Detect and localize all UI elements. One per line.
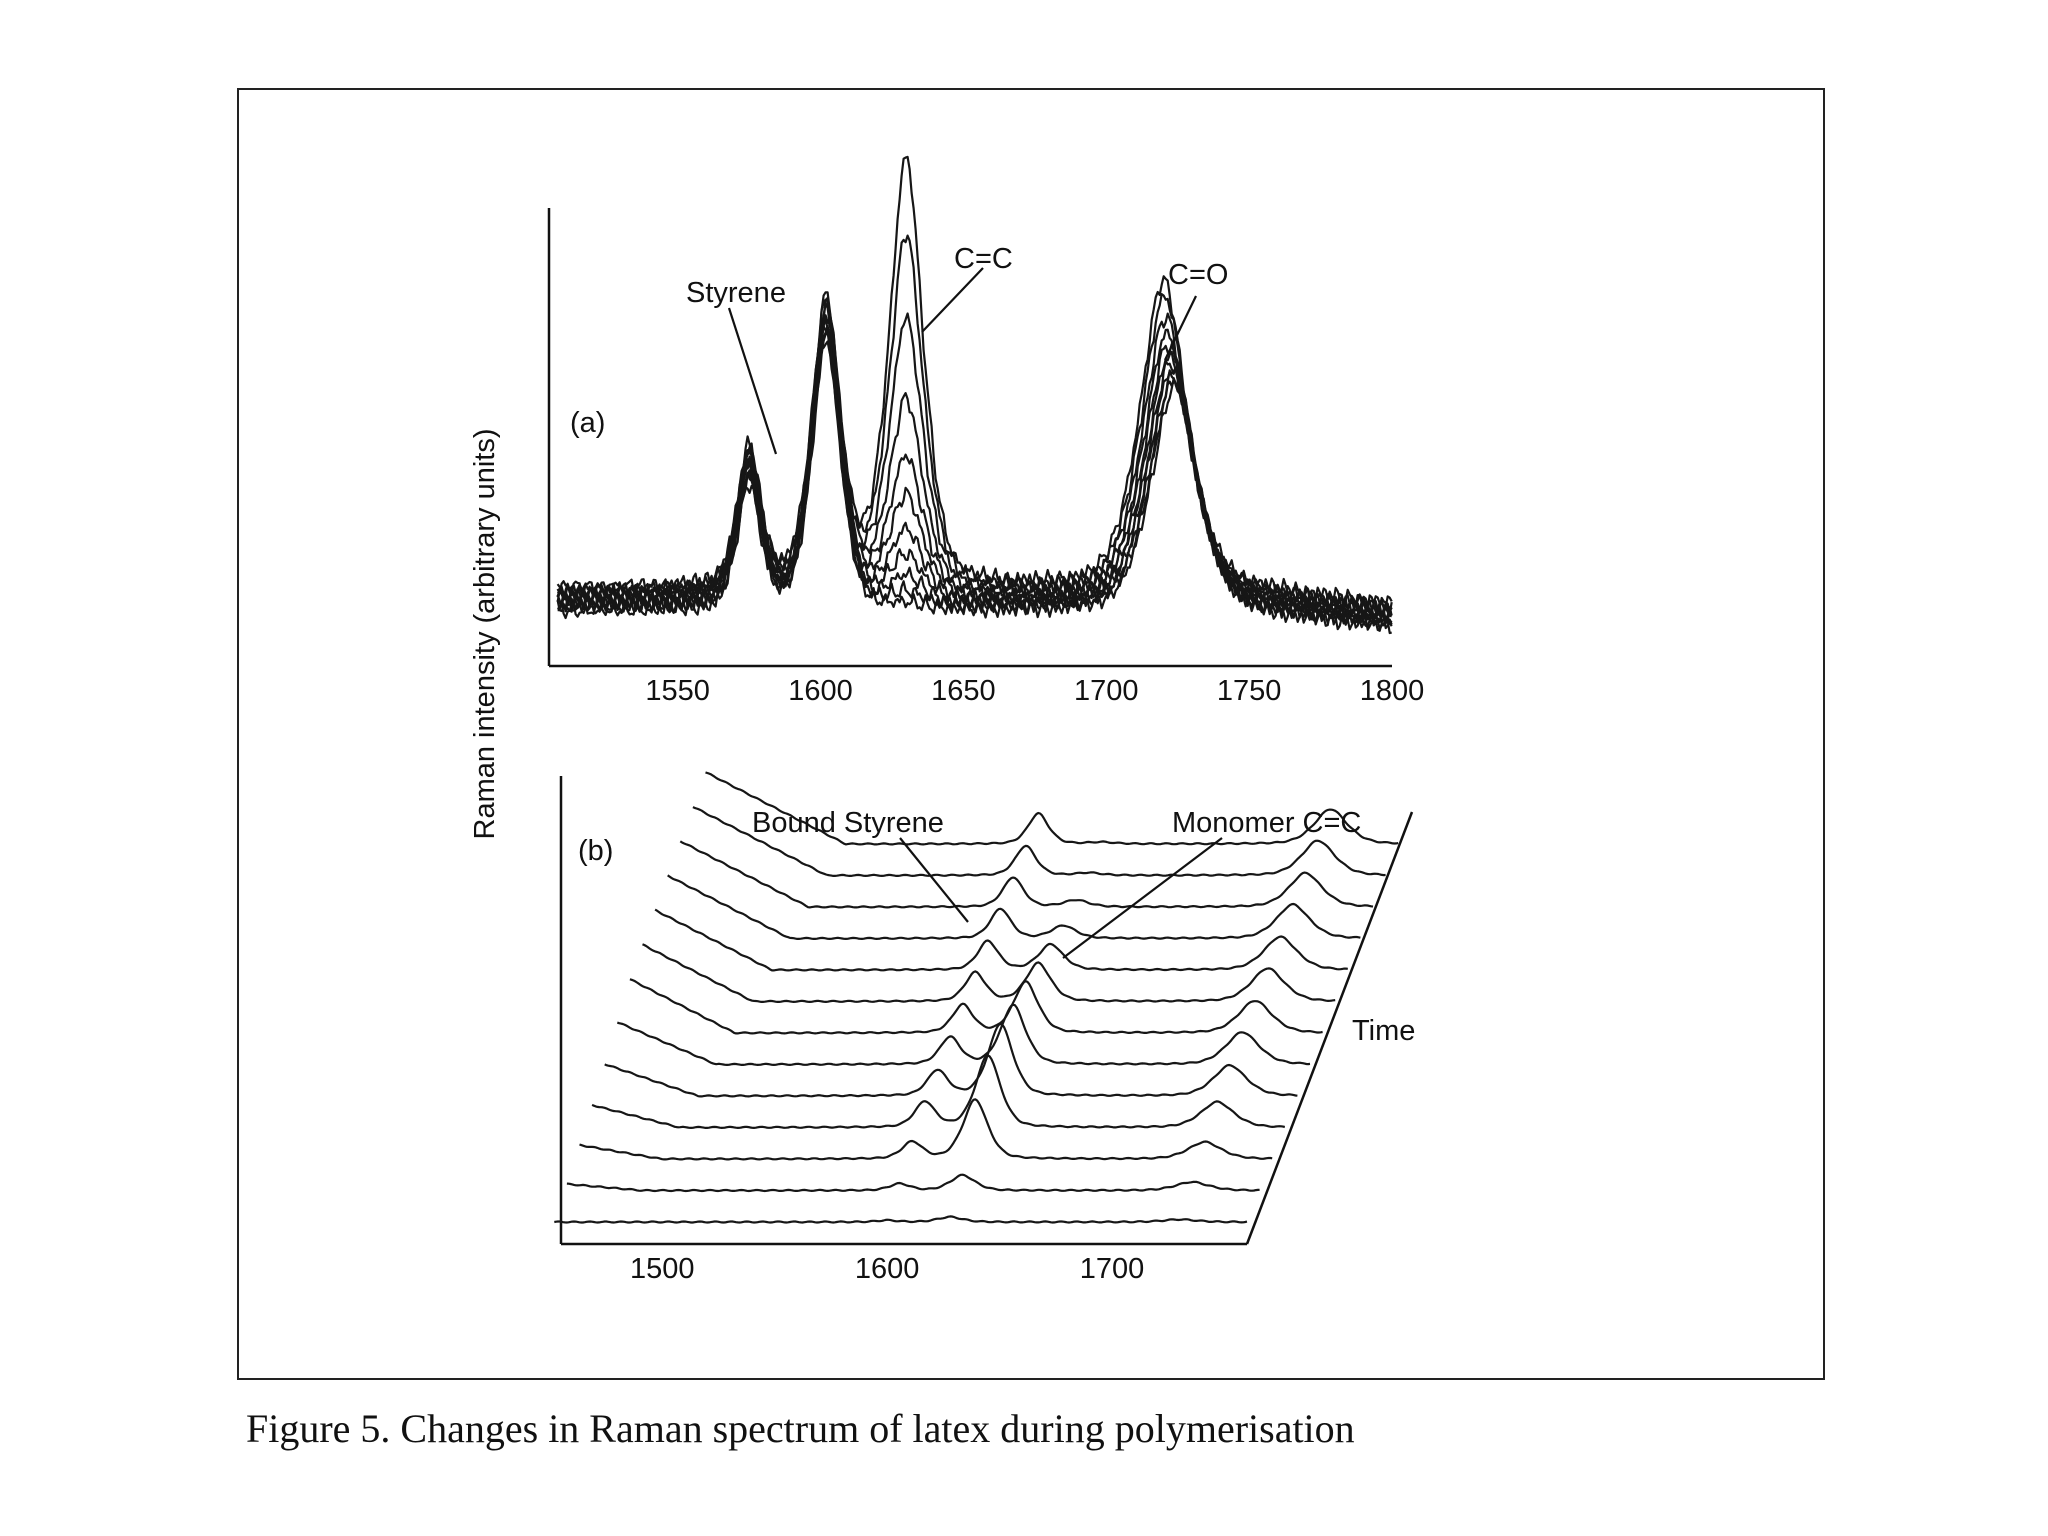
y-axis-label: Raman intensity (arbitrary units) [469,429,501,840]
panel-a-series-group [556,155,1393,635]
panel-b-x-tick-1500: 1500 [630,1253,695,1285]
panel-a-spectrum-1 [556,155,1393,609]
panel-a-x-tick-labels: 1550 1600 1650 1700 1750 1800 [645,675,1424,707]
panel-b-x-tick-1600: 1600 [855,1253,920,1285]
panel-b: (b) Time 1500 1600 1700 Bound Styrene Mono… [554,771,1415,1285]
panel-b-spectrum-13 [705,771,1399,846]
time-axis-label: Time [1352,1015,1415,1047]
panel-b-spectrum-4 [591,1054,1286,1129]
panel-b-series-group [554,771,1399,1224]
panel-a-x-tick-1650: 1650 [931,675,996,707]
panel-b-x-tick-labels: 1500 1600 1700 [630,1253,1144,1285]
panel-a-x-tick-1750: 1750 [1217,675,1282,707]
panel-a: (a) 1550 1600 1650 1700 1750 1800 Styrene C=C… [547,155,1424,707]
panel-b-spectrum-9 [654,908,1348,972]
panel-b-x-tick-1700: 1700 [1080,1253,1145,1285]
panel-a-spectrum-2 [556,234,1393,613]
panel-b-spectrum-10 [667,874,1361,940]
panel-b-annotations: Bound Styrene Monomer C=C [752,807,1361,959]
bound-styrene-annotation: Bound Styrene [752,807,944,839]
panel-b-spectrum-7 [629,978,1323,1035]
panel-b-spectrum-2 [566,1173,1260,1193]
panel-b-time-axis [1245,811,1414,1245]
c-eq-o-leader-line [1164,295,1197,361]
bound-styrene-leader-line [899,837,969,923]
monomer-c-eq-c-leader-line [1062,837,1223,959]
panel-a-x-tick-1800: 1800 [1360,675,1425,707]
styrene-annotation: Styrene [686,277,786,309]
panel-a-x-tick-1600: 1600 [788,675,853,707]
panel-a-spectrum-3 [556,296,1393,615]
monomer-c-eq-c-annotation: Monomer C=C [1172,807,1361,839]
panel-a-annotations: Styrene C=C C=O [686,243,1228,455]
panel-b-spectrum-12 [692,806,1386,877]
c-eq-o-annotation: C=O [1168,259,1228,291]
panel-b-spectrum-11 [679,840,1374,909]
panel-a-spectrum-5 [556,314,1393,618]
styrene-leader-line [727,307,778,455]
panel-b-label: (b) [578,835,613,867]
c-eq-c-annotation: C=C [954,243,1013,275]
panel-b-spectrum-5 [604,1022,1298,1098]
panel-a-x-tick-1700: 1700 [1074,675,1139,707]
panel-b-spectrum-8 [642,943,1336,1003]
panel-a-x-tick-1550: 1550 [645,675,710,707]
panel-a-spectrum-11 [556,340,1392,635]
panel-b-spectrum-1 [554,1215,1248,1224]
panel-b-spectrum-3 [579,1098,1273,1161]
figure-frame [237,88,1825,1380]
figure-caption: Figure 5. Changes in Raman spectrum of l… [246,1406,1355,1451]
panel-a-spectrum-4 [556,301,1393,616]
c-eq-c-leader-line [921,267,984,333]
panel-b-spectrum-6 [616,1003,1311,1066]
panel-a-label: (a) [570,407,605,439]
